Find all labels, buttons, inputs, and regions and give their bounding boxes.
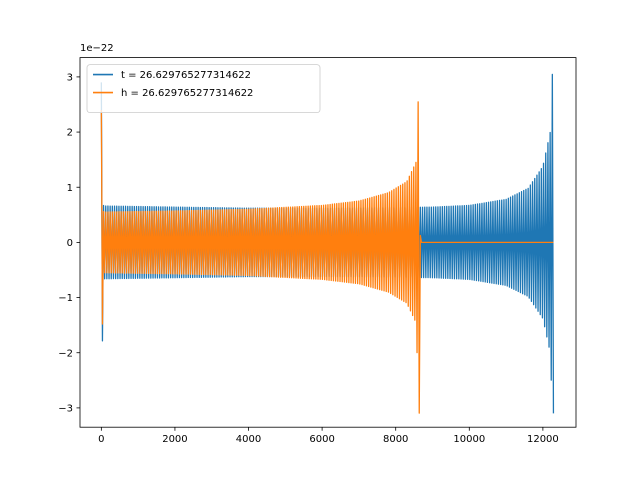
y-tick-label: 1 (67, 183, 73, 194)
y-tick-label: 2 (67, 128, 73, 139)
x-axis: 0 2000 4000 6000 8000 10000 12000 (98, 427, 559, 445)
y-tick-label: −3 (58, 403, 73, 414)
x-tick-label: 8000 (383, 434, 408, 445)
x-tick-label: 4000 (236, 434, 261, 445)
y-tick-label: −1 (58, 293, 73, 304)
y-offset-label: 1e−22 (80, 43, 114, 54)
y-axis: −3 −2 −1 0 1 2 3 (58, 73, 80, 414)
x-tick-label: 6000 (309, 434, 334, 445)
legend-box (86, 64, 321, 113)
x-tick-label: 10000 (453, 434, 485, 445)
series-layer (100, 73, 555, 414)
y-tick-label: −2 (58, 348, 73, 359)
series-line-1 (100, 101, 554, 414)
x-tick-label: 2000 (162, 434, 187, 445)
y-tick-label: 3 (67, 73, 73, 84)
legend: t = 26.629765277314622 h = 26.62976527731… (86, 64, 321, 113)
legend-label-1: h = 26.629765277314622 (121, 88, 253, 99)
x-tick-label: 0 (98, 434, 104, 445)
x-tick-label: 12000 (527, 434, 559, 445)
legend-label-0: t = 26.629765277314622 (121, 70, 251, 81)
y-tick-label: 0 (67, 238, 73, 249)
